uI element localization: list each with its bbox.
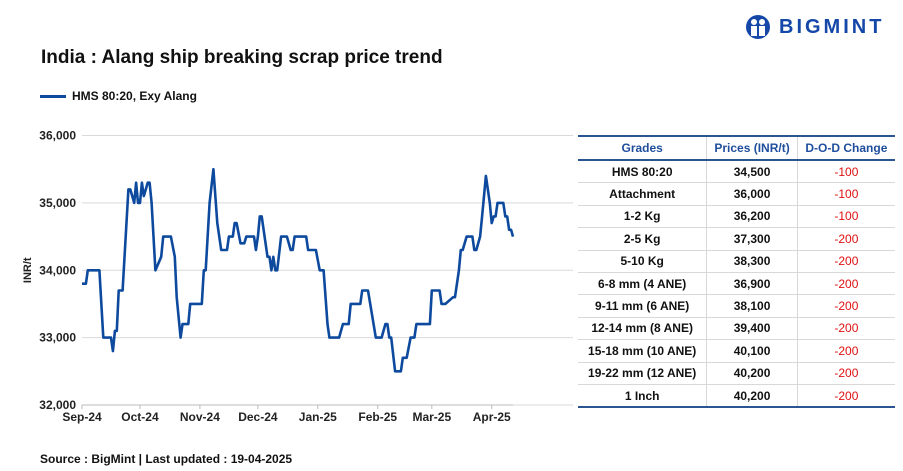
grade-cell: 12-14 mm (8 ANE) xyxy=(578,317,707,341)
bigmint-logo: BIGMINT xyxy=(745,14,884,40)
price-cell: 38,300 xyxy=(706,250,798,273)
source-note: Source : BigMint | Last updated : 19-04-… xyxy=(40,452,293,466)
x-tick-label: Oct-24 xyxy=(121,410,159,424)
price-cell: 40,200 xyxy=(706,384,798,409)
change-cell: -200 xyxy=(796,317,895,341)
y-tick-label: 35,000 xyxy=(39,196,76,210)
change-cell: -200 xyxy=(796,294,895,318)
x-tick-label: Feb-25 xyxy=(358,410,397,424)
change-cell: -200 xyxy=(796,250,895,273)
table-row: 15-18 mm (10 ANE) 40,100 -200 xyxy=(578,339,895,363)
price-cell: 40,100 xyxy=(706,339,798,363)
x-tick-label: Nov-24 xyxy=(180,410,220,424)
grade-cell: Attachment xyxy=(578,182,707,206)
legend: HMS 80:20, Exy Alang xyxy=(40,89,197,103)
table-row: 1 Inch 40,200 -200 xyxy=(578,384,895,409)
column-header: D-O-D Change xyxy=(796,135,895,161)
change-cell: -200 xyxy=(796,339,895,363)
price-series-line xyxy=(82,167,515,373)
legend-label: HMS 80:20, Exy Alang xyxy=(72,89,197,103)
column-header: Grades xyxy=(578,135,707,161)
y-axis-label: INR/t xyxy=(22,257,34,283)
price-cell: 39,400 xyxy=(706,317,798,341)
x-tick-label: Mar-25 xyxy=(412,410,451,424)
change-cell: -200 xyxy=(796,384,895,409)
x-tick-label: Apr-25 xyxy=(473,410,511,424)
grade-cell: 15-18 mm (10 ANE) xyxy=(578,339,707,363)
change-cell: -100 xyxy=(796,160,895,184)
change-cell: -100 xyxy=(796,182,895,206)
table-row: 9-11 mm (6 ANE) 38,100 -200 xyxy=(578,294,895,318)
change-cell: -200 xyxy=(796,362,895,385)
legend-swatch xyxy=(40,94,66,98)
grade-cell: HMS 80:20 xyxy=(578,160,707,184)
y-tick-label: 32,000 xyxy=(39,398,76,412)
price-cell: 36,000 xyxy=(706,182,798,206)
table-row: 5-10 Kg 38,300 -200 xyxy=(578,250,895,273)
grade-cell: 19-22 mm (12 ANE) xyxy=(578,362,707,385)
price-cell: 36,200 xyxy=(706,205,798,229)
y-tick-label: 36,000 xyxy=(39,129,76,143)
table-row: 1-2 Kg 36,200 -100 xyxy=(578,205,895,229)
change-cell: -200 xyxy=(796,227,895,251)
table-row: 2-5 Kg 37,300 -200 xyxy=(578,227,895,251)
x-tick-label: Dec-24 xyxy=(238,410,278,424)
table-row: 19-22 mm (12 ANE) 40,200 -200 xyxy=(578,362,895,385)
change-cell: -100 xyxy=(796,205,895,229)
column-header: Prices (INR/t) xyxy=(706,135,798,161)
y-tick-label: 34,000 xyxy=(39,263,76,277)
table-row: 6-8 mm (4 ANE) 36,900 -200 xyxy=(578,272,895,296)
x-tick-label: Jan-25 xyxy=(299,410,337,424)
table-row: 12-14 mm (8 ANE) 39,400 -200 xyxy=(578,317,895,341)
grade-cell: 6-8 mm (4 ANE) xyxy=(578,272,707,296)
grade-cell: 5-10 Kg xyxy=(578,250,707,273)
grade-cell: 2-5 Kg xyxy=(578,227,707,251)
grade-cell: 1-2 Kg xyxy=(578,205,707,229)
change-cell: -200 xyxy=(796,272,895,296)
grade-cell: 1 Inch xyxy=(578,384,707,409)
price-cell: 37,300 xyxy=(706,227,798,251)
price-cell: 34,500 xyxy=(706,160,798,184)
grade-cell: 9-11 mm (6 ANE) xyxy=(578,294,707,318)
price-cell: 38,100 xyxy=(706,294,798,318)
price-table: Grades Prices (INR/t) D-O-D Change HMS 80:… xyxy=(578,135,895,409)
logo-mark-icon xyxy=(746,15,770,39)
brand-name: BIGMINT xyxy=(779,15,885,38)
y-tick-label: 33,000 xyxy=(39,331,76,345)
x-tick-label: Sep-24 xyxy=(62,410,102,424)
table-row: HMS 80:20 34,500 -100 xyxy=(578,160,895,184)
price-cell: 40,200 xyxy=(706,362,798,385)
page-title: India : Alang ship breaking scrap price … xyxy=(41,47,443,68)
table-row: Attachment 36,000 -100 xyxy=(578,182,895,206)
price-cell: 36,900 xyxy=(706,272,798,296)
